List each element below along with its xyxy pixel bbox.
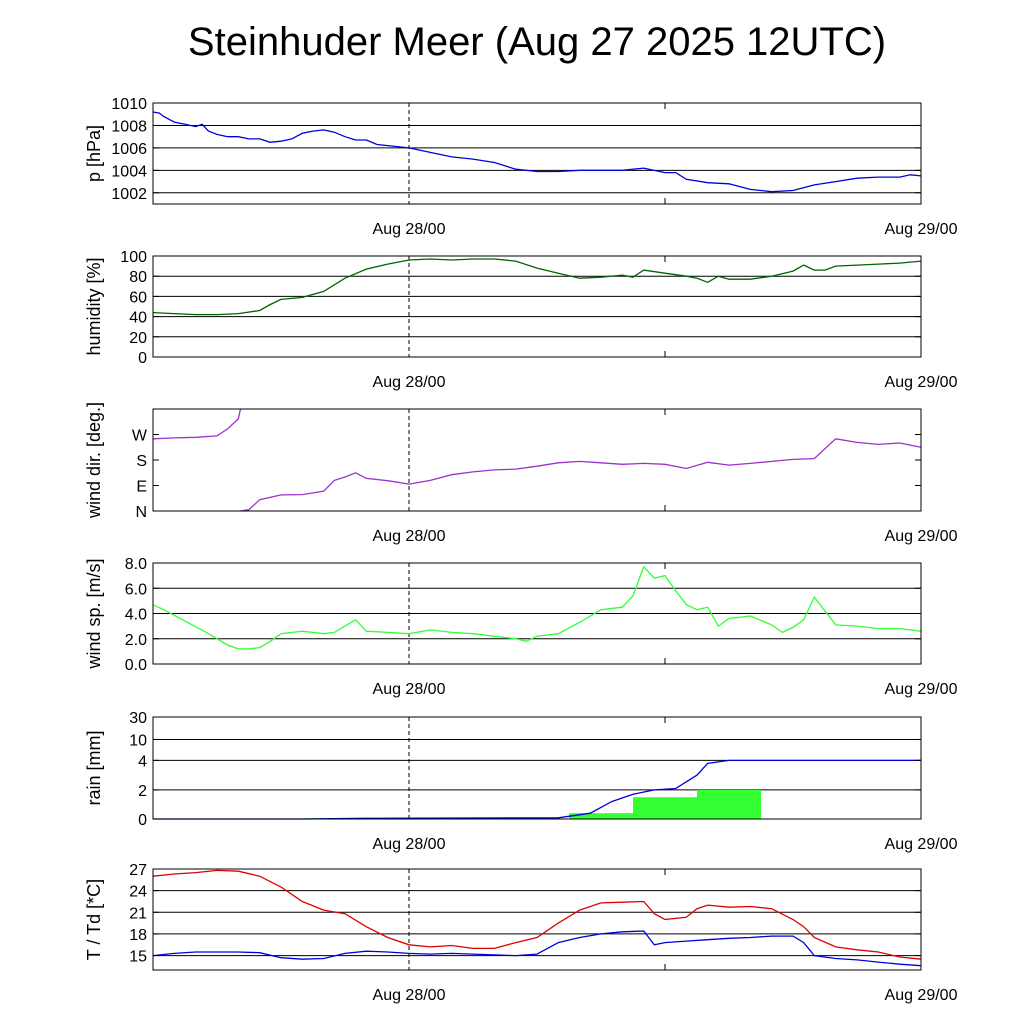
y-tick-label: 2 bbox=[138, 783, 147, 800]
x-tick-label: Aug 29/00 bbox=[885, 681, 958, 698]
chart-title: Steinhuder Meer (Aug 27 2025 12UTC) bbox=[187, 20, 887, 64]
y-tick-label: 27 bbox=[129, 862, 147, 879]
y-tick-label: 1004 bbox=[111, 163, 147, 180]
y-tick-label: W bbox=[132, 428, 148, 445]
y-tick-label: 30 bbox=[129, 710, 147, 727]
y-axis-label: rain [mm] bbox=[84, 730, 104, 805]
x-tick-label: Aug 29/00 bbox=[885, 374, 958, 391]
x-tick-label: Aug 29/00 bbox=[885, 221, 958, 238]
y-tick-label: 6.0 bbox=[125, 581, 147, 598]
x-tick-label: Aug 28/00 bbox=[373, 528, 446, 545]
plot-frame bbox=[152, 716, 922, 820]
y-tick-label: 18 bbox=[129, 927, 147, 944]
y-tick-label: 24 bbox=[129, 884, 147, 901]
rain-bar bbox=[569, 813, 633, 819]
y-tick-label: 8.0 bbox=[125, 556, 147, 573]
y-axis-label: wind dir. [deg.] bbox=[84, 402, 104, 519]
x-tick-label: Aug 28/00 bbox=[373, 987, 446, 1004]
series-line bbox=[152, 111, 922, 193]
y-axis-label: p [hPa] bbox=[84, 125, 104, 182]
plot-frame bbox=[152, 868, 922, 971]
x-tick-label: Aug 28/00 bbox=[373, 681, 446, 698]
y-tick-label: S bbox=[136, 453, 147, 470]
y-tick-label: 20 bbox=[129, 330, 147, 347]
y-tick-label: 100 bbox=[120, 249, 147, 266]
x-tick-label: Aug 29/00 bbox=[885, 528, 958, 545]
x-tick-label: Aug 28/00 bbox=[373, 836, 446, 853]
y-tick-label: 80 bbox=[129, 269, 147, 286]
y-tick-label: 15 bbox=[129, 949, 147, 966]
plot-frame bbox=[152, 255, 922, 358]
plot-frame bbox=[152, 102, 922, 205]
y-tick-label: 4 bbox=[138, 753, 147, 770]
y-tick-label: 2.0 bbox=[125, 632, 147, 649]
y-tick-label: 0 bbox=[138, 812, 147, 829]
series-line bbox=[152, 930, 922, 967]
series-line bbox=[152, 869, 922, 960]
rain-bar bbox=[633, 797, 697, 819]
x-tick-label: Aug 28/00 bbox=[373, 221, 446, 238]
y-tick-label: 1010 bbox=[111, 96, 147, 113]
y-tick-label: E bbox=[136, 479, 147, 496]
series-line bbox=[153, 759, 921, 820]
y-tick-label: 1002 bbox=[111, 186, 147, 203]
y-axis-label: T / Td [*C] bbox=[84, 879, 104, 960]
plot-frame bbox=[152, 408, 922, 512]
x-tick-label: Aug 28/00 bbox=[373, 374, 446, 391]
y-tick-label: 21 bbox=[129, 905, 147, 922]
y-tick-label: 4.0 bbox=[125, 607, 147, 624]
x-tick-label: Aug 29/00 bbox=[885, 987, 958, 1004]
y-tick-label: 0.0 bbox=[125, 657, 147, 674]
y-tick-label: 1006 bbox=[111, 141, 147, 158]
series-line bbox=[152, 408, 922, 512]
y-tick-label: 10 bbox=[129, 732, 147, 749]
y-tick-label: 1008 bbox=[111, 118, 147, 135]
y-axis-label: wind sp. [m/s] bbox=[84, 558, 104, 669]
y-tick-label: 40 bbox=[129, 310, 147, 327]
y-tick-label: N bbox=[135, 504, 147, 521]
series-line bbox=[152, 258, 922, 316]
y-tick-label: 60 bbox=[129, 289, 147, 306]
y-axis-label: humidity [%] bbox=[84, 257, 104, 355]
rain-bar bbox=[697, 789, 761, 819]
x-tick-label: Aug 29/00 bbox=[885, 836, 958, 853]
y-tick-label: 0 bbox=[138, 350, 147, 367]
series-line bbox=[152, 565, 922, 650]
